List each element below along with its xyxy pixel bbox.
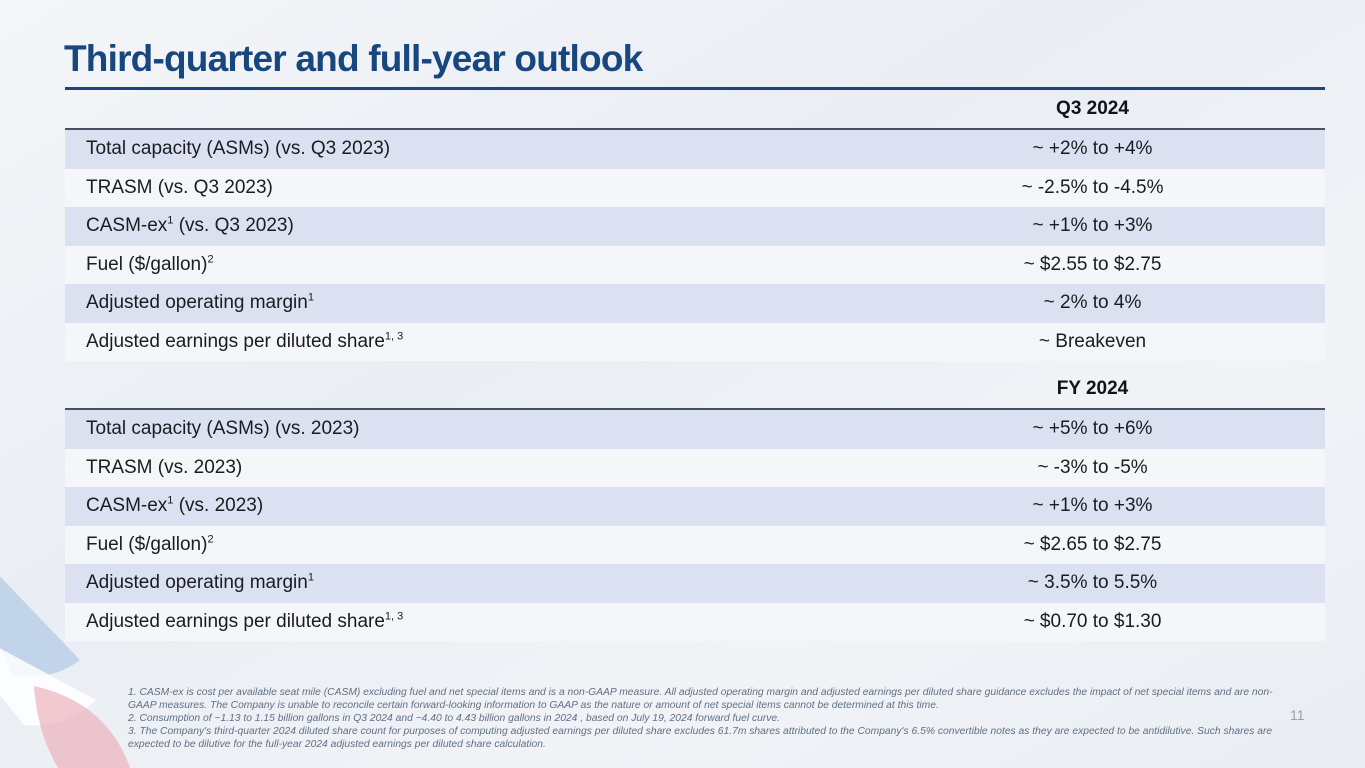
row-value: ~ $2.55 to $2.75 (1023, 253, 1162, 275)
footnote-3: 3. The Company's third-quarter 2024 dilu… (128, 726, 1273, 750)
row-value: ~ 2% to 4% (1043, 292, 1142, 314)
row-label: Fuel ($/gallon)2 (86, 533, 214, 555)
table-row: TRASM (vs. 2023) ~ -3% to -5% (65, 448, 1325, 487)
row-label: TRASM (vs. Q3 2023) (86, 176, 273, 198)
table-row: CASM-ex1 (vs. 2023) ~ +1% to +3% (65, 487, 1325, 526)
row-label: Adjusted earnings per diluted share1, 3 (86, 610, 404, 632)
row-label: CASM-ex1 (vs. Q3 2023) (86, 214, 294, 237)
table-row: CASM-ex1 (vs. Q3 2023) ~ +1% to +3% (65, 207, 1325, 246)
row-value: ~ $2.65 to $2.75 (1023, 533, 1162, 555)
table-header-row: FY 2024 (65, 370, 1325, 408)
title-underline (65, 87, 1325, 90)
footnotes: 1. CASM-ex is cost per available seat mi… (128, 686, 1296, 751)
row-label: Adjusted earnings per diluted share1, 3 (86, 330, 404, 352)
table-row: Adjusted operating margin1 ~ 2% to 4% (65, 284, 1325, 323)
row-value: ~ Breakeven (1038, 330, 1147, 352)
table-row: Total capacity (ASMs) (vs. 2023) ~ +5% t… (65, 410, 1325, 449)
table-row: Adjusted earnings per diluted share1, 3 … (65, 602, 1325, 641)
row-value: ~ -3% to -5% (1037, 456, 1148, 478)
footnote-2: 2. Consumption of ~1.13 to 1.15 billion … (128, 713, 781, 724)
table-row: Adjusted operating margin1 ~ 3.5% to 5.5… (65, 564, 1325, 603)
page-title: Third-quarter and full-year outlook (64, 38, 643, 79)
table-row: Adjusted earnings per diluted share1, 3 … (65, 322, 1325, 361)
row-value: ~ +1% to +3% (1032, 215, 1153, 237)
period-header-q3-2024: Q3 2024 (1056, 98, 1129, 119)
table-row: TRASM (vs. Q3 2023) ~ -2.5% to -4.5% (65, 168, 1325, 207)
row-label: CASM-ex1 (vs. 2023) (86, 494, 264, 517)
q3-2024-outlook-table: Q3 2024 Total capacity (ASMs) (vs. Q3 20… (65, 90, 1325, 361)
row-label: TRASM (vs. 2023) (86, 456, 243, 478)
table-body: Total capacity (ASMs) (vs. 2023) ~ +5% t… (65, 408, 1325, 641)
footnote-1: 1. CASM-ex is cost per available seat mi… (128, 687, 1273, 711)
row-label: Total capacity (ASMs) (vs. 2023) (86, 418, 360, 440)
row-value: ~ -2.5% to -4.5% (1021, 176, 1164, 198)
row-value: ~ $0.70 to $1.30 (1023, 610, 1162, 632)
row-value: ~ 3.5% to 5.5% (1027, 572, 1158, 594)
table-row: Fuel ($/gallon)2 ~ $2.55 to $2.75 (65, 245, 1325, 284)
fy-2024-outlook-table: FY 2024 Total capacity (ASMs) (vs. 2023)… (65, 370, 1325, 641)
table-row: Total capacity (ASMs) (vs. Q3 2023) ~ +2… (65, 130, 1325, 169)
table-row: Fuel ($/gallon)2 ~ $2.65 to $2.75 (65, 525, 1325, 564)
row-label: Adjusted operating margin1 (86, 571, 314, 594)
period-header-fy-2024: FY 2024 (1056, 378, 1129, 399)
row-value: ~ +1% to +3% (1032, 495, 1153, 517)
row-label: Total capacity (ASMs) (vs. Q3 2023) (86, 138, 391, 160)
page-number: 11 (1290, 707, 1305, 723)
row-label: Adjusted operating margin1 (86, 291, 314, 314)
table-header-row: Q3 2024 (65, 90, 1325, 128)
row-value: ~ +2% to +4% (1032, 138, 1153, 160)
row-label: Fuel ($/gallon)2 (86, 253, 214, 275)
row-value: ~ +5% to +6% (1032, 418, 1153, 440)
table-body: Total capacity (ASMs) (vs. Q3 2023) ~ +2… (65, 128, 1325, 361)
